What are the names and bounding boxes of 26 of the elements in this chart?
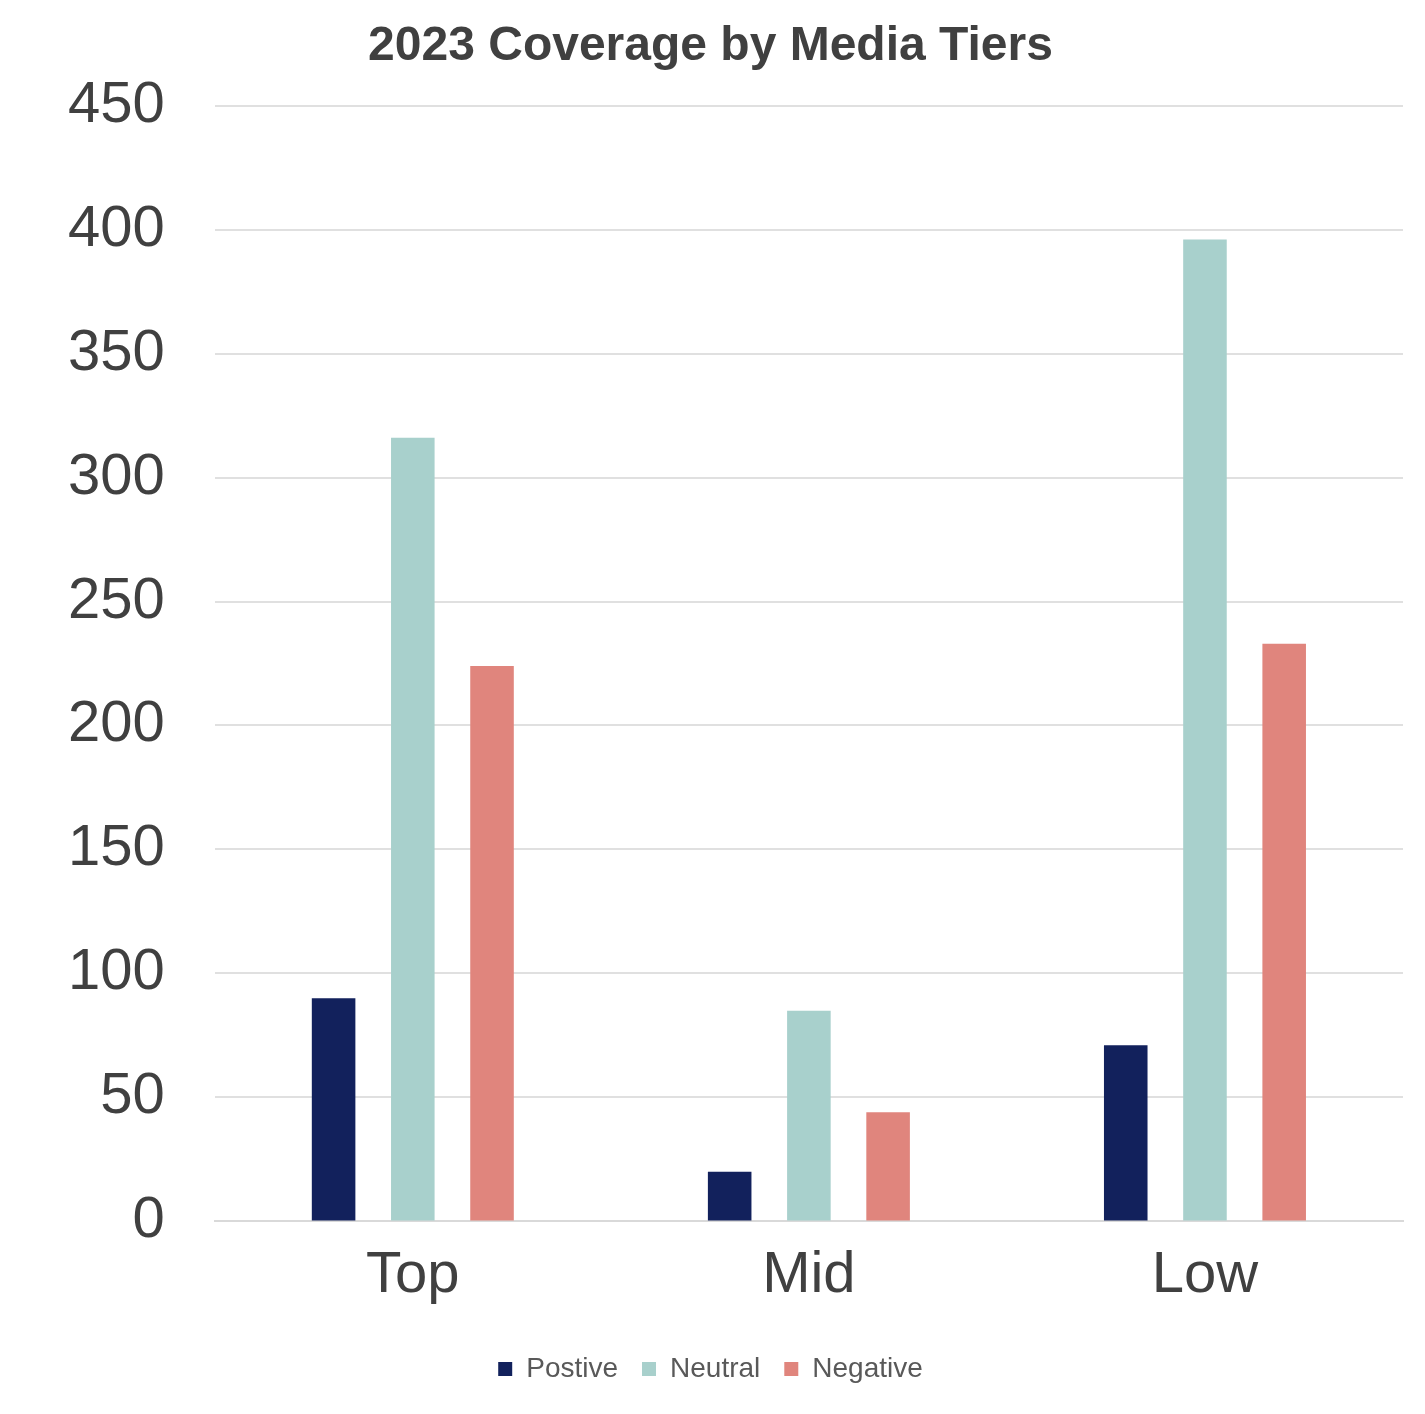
y-tick-label: 0 xyxy=(132,1184,165,1250)
bar xyxy=(470,665,514,1221)
bar xyxy=(1262,643,1306,1221)
y-tick-label: 300 xyxy=(67,440,165,506)
x-tick-label: Top xyxy=(366,1239,460,1305)
bar xyxy=(707,1171,752,1221)
bar xyxy=(311,998,356,1221)
y-tick-label: 50 xyxy=(100,1060,165,1126)
bar xyxy=(787,1010,831,1221)
y-tick-label: 350 xyxy=(67,316,165,382)
y-tick-label: 450 xyxy=(67,68,165,134)
x-tick-label: Mid xyxy=(762,1239,856,1305)
bar xyxy=(866,1112,910,1221)
y-tick-label: 100 xyxy=(67,936,165,1002)
y-tick-label: 250 xyxy=(67,564,165,630)
x-tick-label: Low xyxy=(1151,1239,1260,1305)
legend-label: Postive xyxy=(526,1351,619,1383)
bar xyxy=(1183,239,1227,1221)
chart-title: 2023 Coverage by Media Tiers xyxy=(368,17,1053,71)
y-tick-label: 200 xyxy=(67,688,165,754)
bar xyxy=(391,437,435,1221)
bar xyxy=(1103,1045,1148,1221)
legend-label: Neutral xyxy=(670,1351,761,1383)
y-tick-label: 150 xyxy=(67,812,165,878)
legend-label: Negative xyxy=(812,1351,923,1383)
y-tick-label: 400 xyxy=(67,192,165,258)
